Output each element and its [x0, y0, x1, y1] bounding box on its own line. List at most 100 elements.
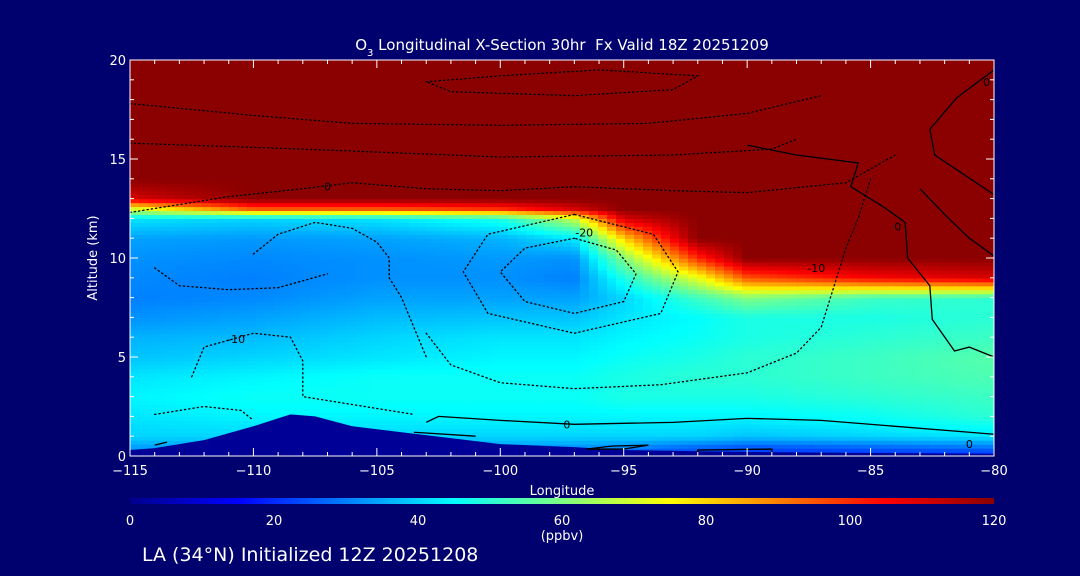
field-cell: [787, 250, 797, 255]
field-cell: [256, 380, 266, 386]
field-cell: [985, 357, 994, 362]
field-cell: [859, 345, 869, 350]
field-cell: [400, 250, 410, 255]
field-cell: [427, 360, 437, 366]
field-cell: [823, 333, 833, 338]
field-cell: [877, 313, 887, 318]
field-cell: [967, 281, 977, 287]
field-cell: [589, 277, 599, 283]
field-cell: [130, 301, 140, 307]
field-cell: [616, 309, 626, 315]
field-cell: [148, 372, 158, 378]
field-cell: [202, 396, 212, 402]
field-cell: [850, 281, 860, 287]
field-cell: [184, 309, 194, 315]
field-cell: [436, 384, 446, 390]
field-cell: [769, 448, 779, 453]
field-cell: [832, 269, 842, 275]
field-cell: [859, 250, 869, 255]
field-cell: [688, 261, 698, 267]
field-cell: [778, 364, 788, 370]
field-cell: [859, 329, 869, 334]
field-cell: [373, 341, 383, 346]
field-cell: [364, 285, 374, 291]
field-cell: [400, 309, 410, 315]
field-cell: [697, 420, 707, 425]
field-cell: [967, 368, 977, 374]
field-cell: [490, 305, 500, 311]
field-cell: [607, 341, 617, 346]
field-cell: [931, 416, 941, 421]
field-cell: [670, 250, 680, 255]
field-cell: [616, 360, 626, 366]
field-cell: [130, 313, 140, 318]
field-cell: [148, 281, 158, 287]
field-cell: [769, 333, 779, 338]
field-cell: [850, 265, 860, 271]
field-cell: [922, 277, 932, 283]
field-cell: [778, 353, 788, 358]
field-cell: [886, 254, 896, 259]
field-cell: [805, 388, 815, 394]
field-cell: [490, 273, 500, 279]
field-cell: [868, 313, 878, 318]
field-cell: [337, 309, 347, 315]
field-cell: [850, 388, 860, 394]
field-cell: [931, 448, 941, 453]
field-cell: [949, 337, 959, 342]
field-cell: [274, 380, 284, 386]
field-cell: [895, 436, 905, 441]
field-cell: [247, 368, 257, 374]
field-cell: [184, 325, 194, 330]
field-cell: [895, 285, 905, 291]
field-cell: [931, 432, 941, 437]
field-cell: [202, 254, 212, 259]
field-cell: [256, 396, 266, 402]
field-cell: [859, 333, 869, 338]
field-cell: [886, 357, 896, 362]
field-cell: [382, 388, 392, 394]
field-cell: [904, 261, 914, 267]
field-cell: [220, 281, 230, 287]
field-cell: [778, 424, 788, 429]
field-cell: [832, 364, 842, 370]
field-cell: [229, 424, 239, 429]
field-cell: [706, 281, 716, 287]
field-cell: [481, 293, 491, 299]
field-cell: [742, 400, 752, 406]
field-cell: [301, 309, 311, 315]
field-cell: [409, 273, 419, 279]
field-cell: [508, 357, 518, 362]
field-cell: [706, 353, 716, 358]
field-cell: [562, 285, 572, 291]
field-cell: [769, 436, 779, 441]
field-cell: [481, 357, 491, 362]
field-cell: [337, 360, 347, 366]
field-cell: [220, 261, 230, 267]
field-cell: [652, 254, 662, 259]
field-cell: [373, 285, 383, 291]
field-cell: [913, 360, 923, 366]
field-cell: [265, 277, 275, 283]
field-cell: [715, 384, 725, 390]
field-cell: [373, 250, 383, 255]
field-cell: [841, 380, 851, 386]
field-cell: [616, 376, 626, 382]
field-cell: [589, 416, 599, 421]
field-cell: [742, 329, 752, 334]
field-cell: [139, 432, 149, 437]
field-cell: [355, 404, 365, 410]
field-cell: [589, 329, 599, 334]
field-cell: [823, 368, 833, 374]
field-cell: [337, 353, 347, 358]
field-cell: [841, 345, 851, 350]
field-cell: [805, 424, 815, 429]
field-cell: [922, 400, 932, 406]
field-cell: [805, 329, 815, 334]
field-cell: [364, 273, 374, 279]
field-cell: [616, 388, 626, 394]
field-cell: [454, 357, 464, 362]
field-cell: [823, 254, 833, 259]
field-cell: [247, 353, 257, 358]
field-cell: [310, 353, 320, 358]
